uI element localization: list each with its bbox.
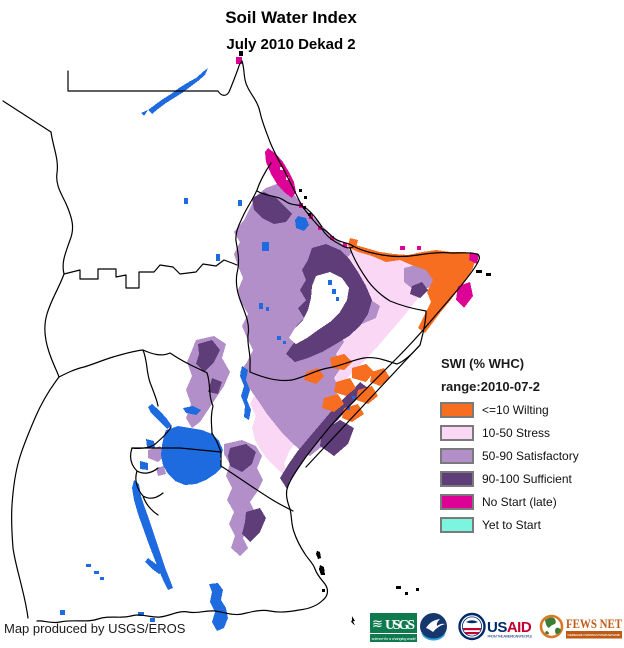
legend-label-satisfactory: 50-90 Satisfactory (482, 448, 579, 463)
fews-globe-icon (545, 617, 556, 628)
legend-label-yet-to-start: Yet to Start (482, 517, 541, 532)
legend-swatch-yet-to-start (440, 516, 474, 533)
region-wilting (279, 168, 477, 422)
lake-rukwa (145, 558, 163, 574)
legend-range-label: range:2010-07-2 (441, 379, 540, 394)
lake-tana (295, 216, 309, 231)
region-satisfactory (148, 182, 438, 556)
border-djibouti (321, 228, 354, 249)
usgs-wordmark: USGS (385, 618, 415, 633)
usaid-handshake-icon (466, 620, 478, 624)
usaid-logo: USAID FROM THE AMERICAN PEOPLE (458, 612, 534, 641)
usaid-wordmark: USAID (487, 619, 532, 636)
lake-tanganyika (132, 480, 173, 590)
agency-logos: ≋ USGS science for a changing world USAI… (370, 612, 622, 642)
border-rwanda-burundi (130, 447, 164, 516)
legend-label-stress: 10-50 Stress (482, 425, 551, 440)
lake-albert (148, 404, 172, 429)
border-uganda-tanzania (131, 432, 222, 467)
legend-item-yet-to-start: Yet to Start (440, 516, 541, 533)
legend-item-wilting: <=10 Wilting (440, 401, 549, 418)
legend-swatch-sufficient (440, 470, 474, 487)
legend-swatch-wilting (440, 401, 474, 418)
page-subtitle: July 2010 Dekad 2 (226, 36, 356, 53)
border-ethiopia-sudan (235, 162, 272, 373)
border-ethiopia-somalia (349, 247, 427, 346)
legend-item-sufficient: 90-100 Sufficient (440, 470, 572, 487)
noaa-logo (420, 613, 447, 641)
border-kenya-tanzania (220, 465, 294, 512)
border-kenya-somalia (305, 344, 421, 468)
fews-wordmark: FEWS NET (566, 616, 622, 631)
border-egypt-sudan (67, 60, 243, 96)
legend-swatch-satisfactory (440, 447, 474, 464)
border-eritrea-ethiopia (256, 190, 323, 228)
lake-kyoga (183, 406, 201, 415)
usaid-tagline: FROM THE AMERICAN PEOPLE (488, 635, 534, 639)
border-egypt-libya (2, 100, 52, 133)
border-southsudan-uganda (58, 349, 208, 378)
legend-swatch-no-start (440, 493, 474, 510)
usgs-tagline: science for a changing world (372, 636, 417, 641)
legend-item-stress: 10-50 Stress (440, 424, 550, 441)
coastline (36, 60, 480, 624)
lake-malawi (209, 583, 228, 631)
usgs-logo: ≋ USGS science for a changing world (370, 613, 417, 642)
legend-label-sufficient: 90-100 Sufficient (482, 471, 572, 486)
border-uganda-kenya (206, 372, 214, 435)
lake-kivu (140, 461, 148, 470)
noaa-bird-icon (426, 619, 445, 632)
legend-title: SWI (% WHC) (441, 356, 525, 371)
legend-item-satisfactory: 50-90 Satisfactory (440, 447, 579, 464)
border-ethiopia-kenya (249, 344, 421, 382)
legend-item-no-start: No Start (late) (440, 493, 557, 510)
border-chad-car (10, 131, 74, 619)
fews-net-logo: FEWS NET FAMINE EARLY WARNING SYSTEMS NE… (539, 614, 622, 639)
lake-victoria (161, 426, 223, 485)
map-credit: Map produced by USGS/EROS (4, 621, 186, 636)
legend-swatch-stress (440, 424, 474, 441)
lakes (60, 68, 355, 631)
lake-turkana (240, 366, 251, 420)
usgs-wave-icon: ≋ (372, 616, 383, 631)
page-title: Soil Water Index (225, 8, 357, 27)
legend-label-wilting: <=10 Wilting (482, 402, 549, 417)
fews-tagline: FAMINE EARLY WARNING SYSTEMS NETWORK (568, 633, 621, 637)
noaa-sea (421, 630, 446, 641)
borders (2, 60, 480, 624)
border-sudan-southsudan (63, 259, 238, 289)
legend-label-no-start: No Start (late) (482, 494, 557, 509)
